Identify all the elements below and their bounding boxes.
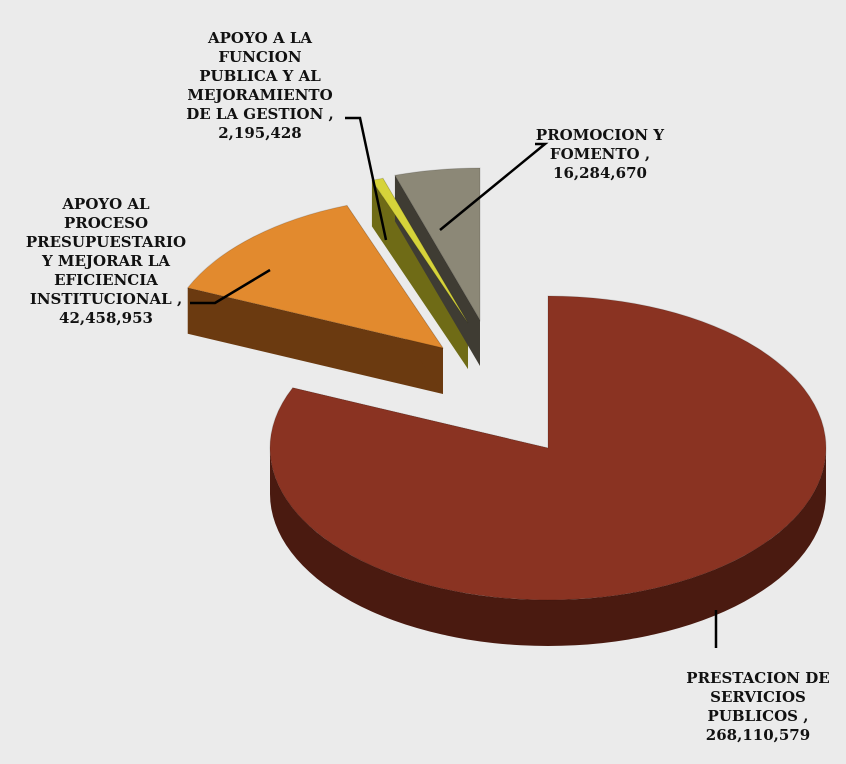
leader-line-apoyo-funcion-publica <box>345 116 388 241</box>
pie-chart <box>186 116 827 648</box>
slice-label-apoyo-presupuestario: APOYO AL PROCESO PRESUPUESTARIO Y MEJORA… <box>25 195 187 327</box>
slice-apoyo-presupuestario <box>186 204 445 349</box>
slice-label-apoyo-funcion-publica: APOYO A LA FUNCION PUBLICA Y AL MEJORAMI… <box>186 29 334 142</box>
leader-line-promocion <box>439 142 549 231</box>
leader-lines <box>190 116 718 648</box>
slice-label-prestacion: PRESTACION DE SERVICIOS PUBLICOS , 268,11… <box>686 669 830 744</box>
slice-wall-promocion-0 <box>394 175 480 366</box>
slice-label-promocion: PROMOCION Y FOMENTO , 16,284,670 <box>535 126 665 182</box>
leader-line-apoyo-presupuestario <box>190 268 271 305</box>
slice-rim-prestacion <box>270 448 826 646</box>
slice-promocion <box>394 167 481 322</box>
slice-wall-apoyo-presupuestario-0 <box>187 287 443 394</box>
pie-tops <box>186 167 827 601</box>
slice-apoyo-funcion-publica <box>371 177 469 324</box>
slice-prestacion <box>269 295 827 601</box>
